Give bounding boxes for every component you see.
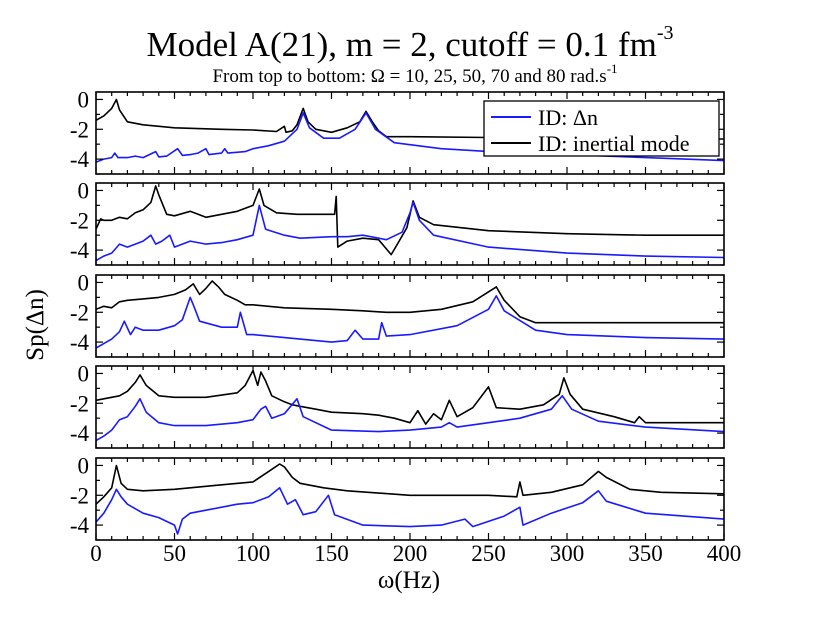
- panel-1: 0 -2 -4: [70, 87, 725, 175]
- panel-5: 0 -2 -4: [70, 453, 725, 541]
- x-tick-label: 400: [707, 541, 742, 566]
- inertial-mode-line-panel-5: [96, 463, 724, 505]
- y-tick-label: -4: [70, 147, 90, 172]
- y-tick-label: -4: [70, 421, 90, 446]
- chart-title: Model A(21), m = 2, cutoff = 0.1 fm: [147, 25, 657, 64]
- delta-n-line-panel-4: [96, 395, 724, 442]
- y-tick-label: -4: [70, 238, 90, 263]
- panel-frame-4: [95, 365, 725, 449]
- panel-4: 0 -2 -4: [70, 361, 725, 449]
- y-tick-label: -2: [70, 117, 89, 142]
- y-tick-label: 0: [78, 453, 90, 478]
- legend-label: ID: Δn: [538, 105, 598, 130]
- y-tick-label: -4: [70, 513, 90, 538]
- x-tick-label: 250: [471, 541, 506, 566]
- chart-panels: 0 -2 -4 0 -2 -4 0 -2 -4 0 -2 -4 0 -2 -4: [70, 87, 725, 541]
- x-tick-label: 50: [163, 541, 186, 566]
- chart-title-superscript: -3: [657, 22, 674, 44]
- x-tick-label: 100: [236, 541, 271, 566]
- x-tick-label: 150: [314, 541, 349, 566]
- x-tick-labels: 0 50 100 150 200 250 300 350 400: [90, 541, 741, 566]
- panel-3: 0 -2 -4: [70, 270, 725, 358]
- legend-box: [483, 100, 720, 157]
- chart-title-group: Model A(21), m = 2, cutoff = 0.1 fm-3 Fr…: [147, 22, 674, 87]
- x-tick-label: 300: [550, 541, 585, 566]
- panel-frame-2: [95, 182, 725, 266]
- delta-n-line-panel-5: [96, 487, 724, 535]
- x-tick-label: 200: [393, 541, 428, 566]
- inertial-mode-line-panel-1: [96, 98, 724, 140]
- inertial-mode-line-panel-3: [96, 280, 724, 324]
- y-tick-label: 0: [78, 361, 90, 386]
- inertial-mode-line-panel-2: [96, 185, 724, 256]
- y-tick-label: 0: [78, 87, 90, 112]
- delta-n-line-panel-3: [96, 295, 724, 349]
- svg-text:Model A(21), m = 2, cutoff = 0: Model A(21), m = 2, cutoff = 0.1 fm-3: [147, 22, 674, 64]
- x-axis-label: ω(Hz): [378, 567, 440, 594]
- svg-text:From top to bottom: Ω = 10, 25: From top to bottom: Ω = 10, 25, 50, 70 a…: [212, 61, 617, 87]
- y-tick-label: -2: [70, 391, 89, 416]
- inertial-mode-line-panel-4: [96, 369, 724, 425]
- x-tick-label: 0: [90, 541, 102, 566]
- y-tick-label: 0: [78, 178, 90, 203]
- panel-frame-3: [95, 274, 725, 358]
- y-axis-label: Sp(Δn): [22, 289, 49, 361]
- x-tick-label: 350: [628, 541, 663, 566]
- y-tick-label: -2: [70, 483, 89, 508]
- chart-subtitle-superscript: -1: [607, 61, 618, 76]
- delta-n-line-panel-1: [96, 112, 724, 163]
- y-tick-label: -4: [70, 330, 90, 355]
- y-tick-label: -2: [70, 300, 89, 325]
- delta-n-line-panel-2: [96, 201, 724, 262]
- panel-2: 0 -2 -4: [70, 178, 725, 266]
- legend-label: ID: inertial mode: [538, 131, 690, 156]
- y-tick-label: -2: [70, 208, 89, 233]
- panel-frame-5: [95, 457, 725, 541]
- y-tick-label: 0: [78, 270, 90, 295]
- chart-subtitle: From top to bottom: Ω = 10, 25, 50, 70 a…: [212, 66, 606, 87]
